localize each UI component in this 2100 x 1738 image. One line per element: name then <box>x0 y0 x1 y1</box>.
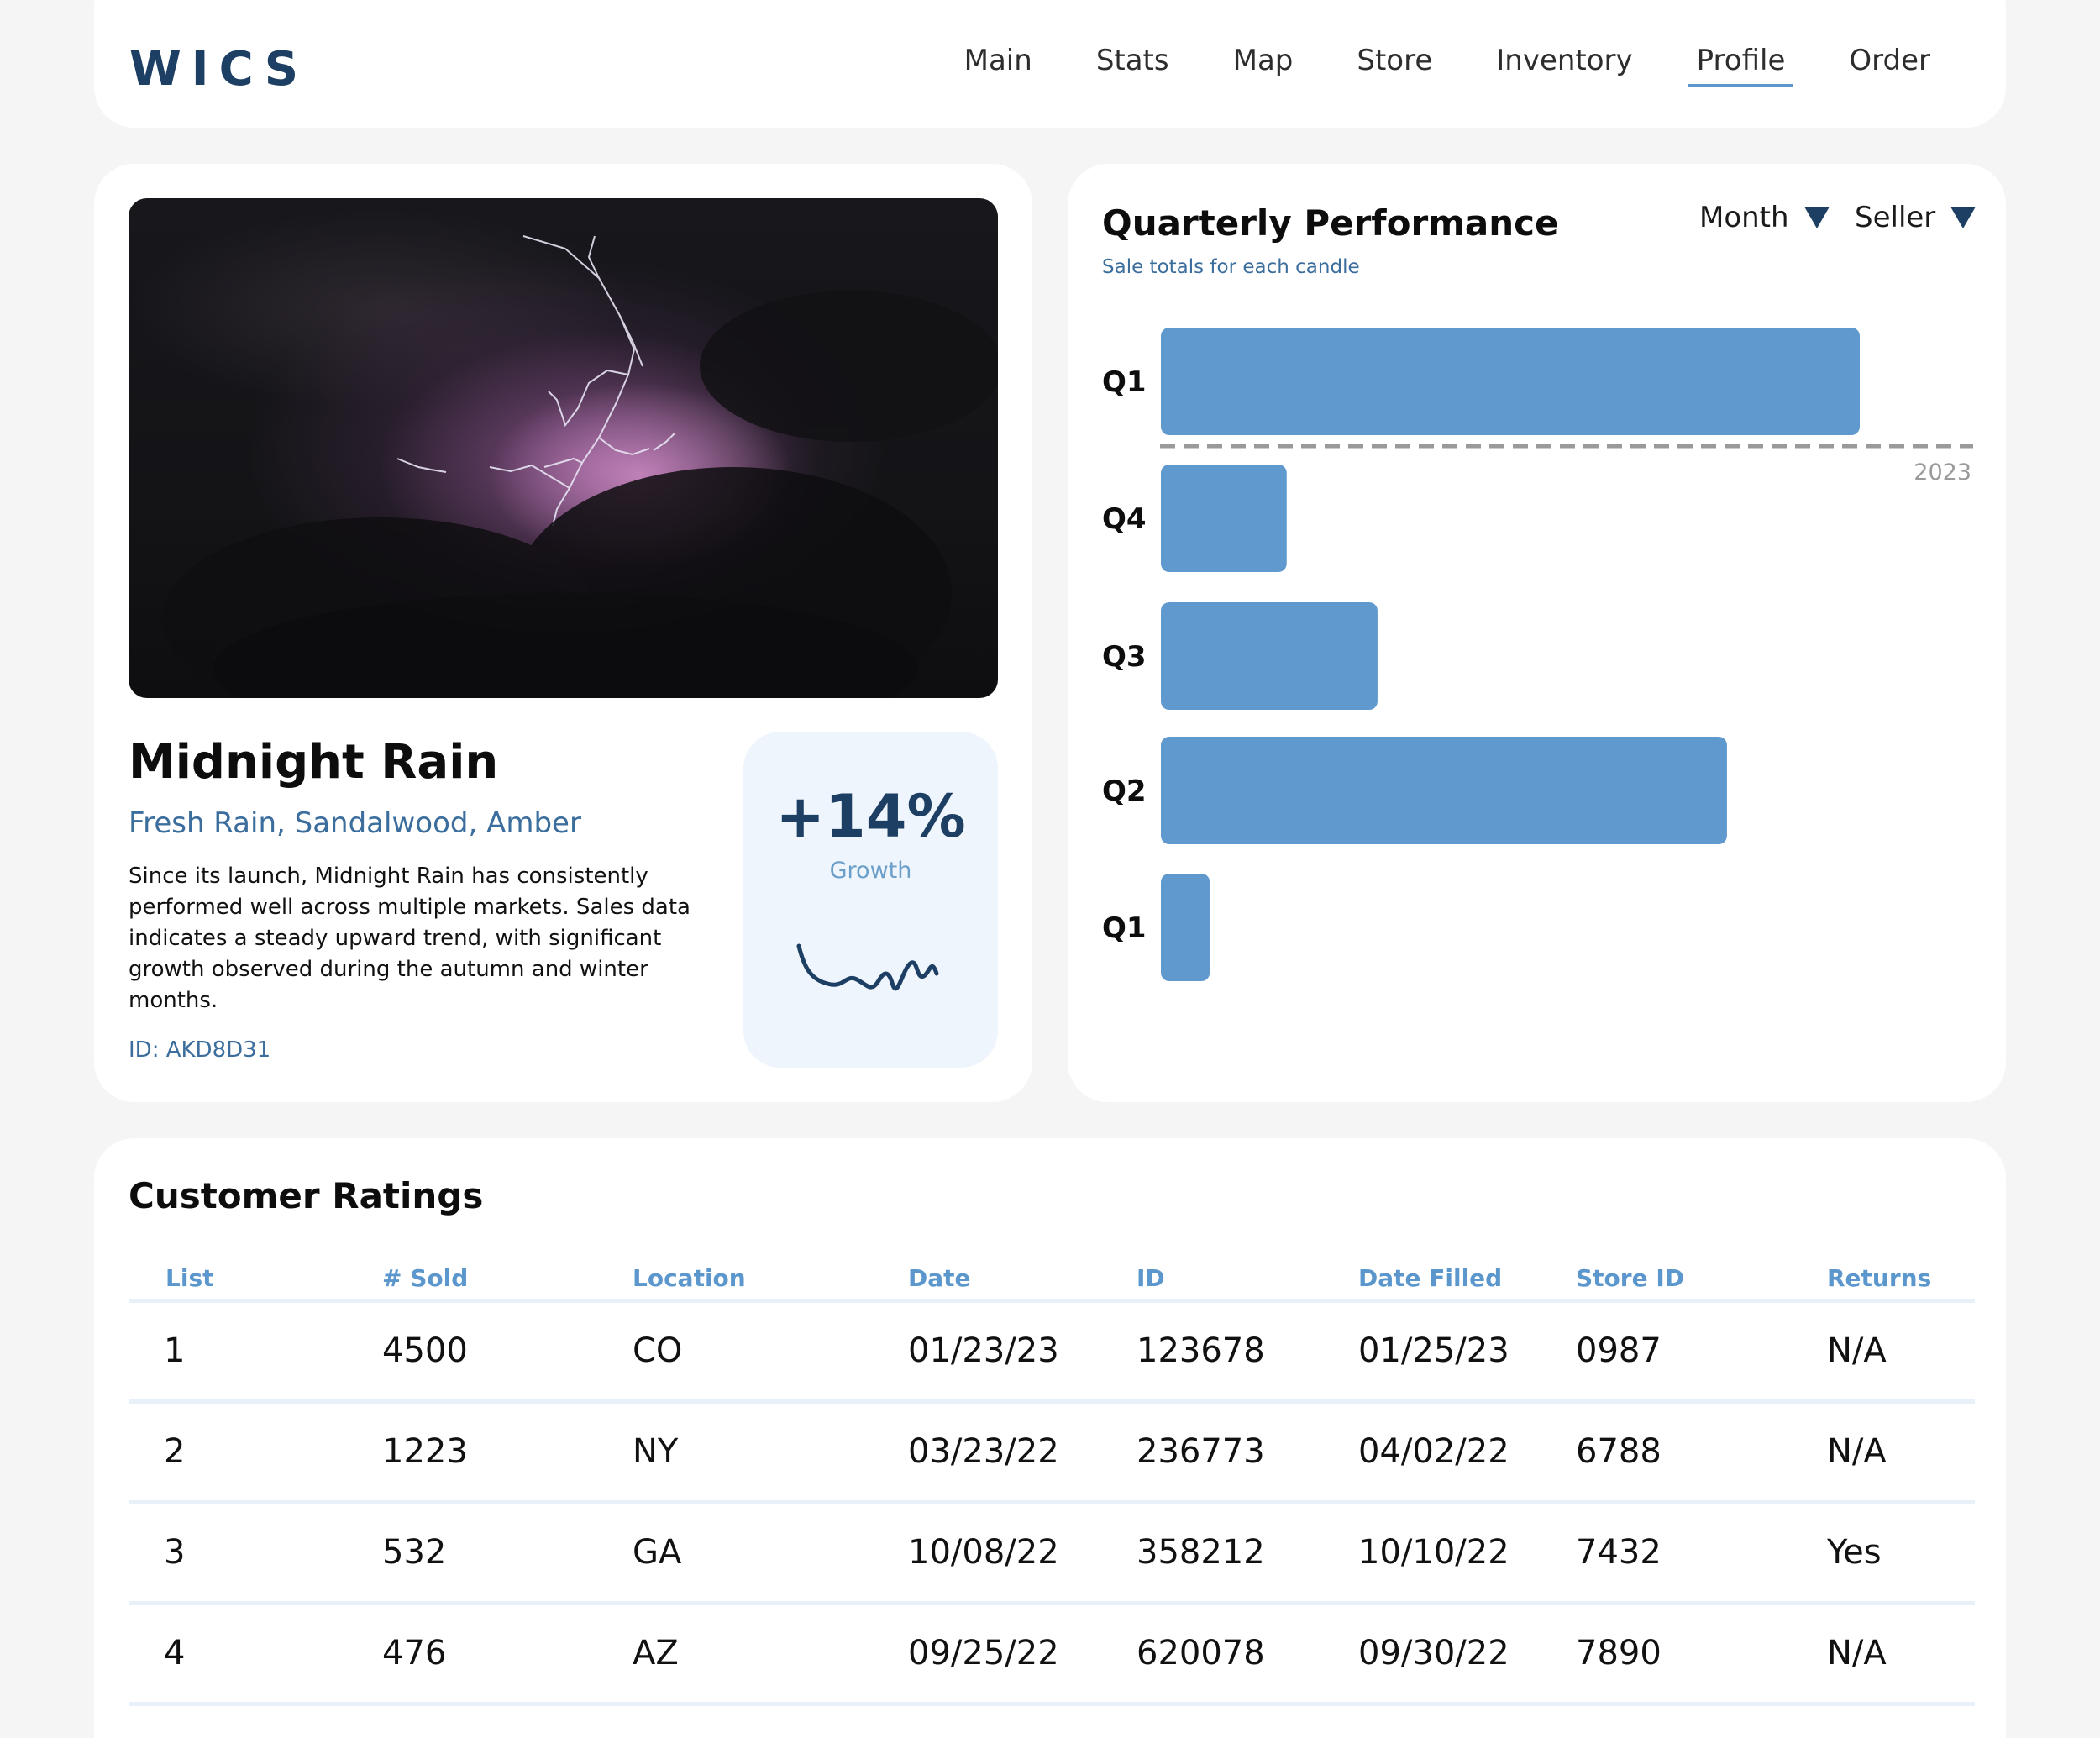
year-separator-label: 2023 <box>1914 459 1971 486</box>
cell-list: 1 <box>164 1331 186 1370</box>
nav-item-stats[interactable]: Stats <box>1095 44 1169 77</box>
cell-date-filled: 04/02/22 <box>1358 1432 1509 1471</box>
seller-filter-dropdown[interactable]: Seller <box>1855 201 1977 234</box>
column-header-date[interactable]: Date <box>908 1264 971 1292</box>
product-card: Midnight Rain Fresh Rain, Sandalwood, Am… <box>94 164 1032 1102</box>
cell-store-id: 6788 <box>1576 1432 1662 1471</box>
cell-location: AZ <box>633 1634 679 1672</box>
cell-date: 03/23/22 <box>908 1432 1059 1471</box>
customer-ratings-card: Customer Ratings List # Sold Location Da… <box>94 1138 2006 1738</box>
cell-sold: 1223 <box>382 1432 468 1471</box>
cell-date-filled: 10/10/22 <box>1358 1533 1509 1572</box>
cell-returns: N/A <box>1827 1634 1887 1672</box>
cell-sold: 532 <box>382 1533 447 1572</box>
table-row[interactable]: 4 476 AZ 09/25/22 620078 09/30/22 7890 N… <box>129 1605 1975 1706</box>
bar-chart: Q1 Q4 Q3 Q2 Q1 2023 <box>1102 328 1973 981</box>
cell-id: 358212 <box>1137 1533 1265 1572</box>
nav-item-map[interactable]: Map <box>1232 44 1294 77</box>
nav-item-profile[interactable]: Profile <box>1688 44 1794 87</box>
column-header-list[interactable]: List <box>165 1264 214 1292</box>
lightning-bolt-graphic <box>162 235 998 698</box>
bar-q4-1[interactable] <box>1161 465 1287 572</box>
cell-store-id: 0987 <box>1576 1331 1662 1370</box>
cell-date: 10/08/22 <box>908 1533 1059 1572</box>
bar-label-2: Q3 <box>1102 640 1147 674</box>
product-photo <box>129 198 998 698</box>
bar-q2-3[interactable] <box>1161 737 1727 844</box>
column-header-returns[interactable]: Returns <box>1827 1264 1932 1292</box>
table-row[interactable]: 3 532 GA 10/08/22 358212 10/10/22 7432 Y… <box>129 1504 1975 1605</box>
chart-subtitle: Sale totals for each candle <box>1102 256 1360 278</box>
cell-returns: Yes <box>1827 1533 1882 1572</box>
cell-id: 123678 <box>1137 1331 1265 1370</box>
nav-item-store[interactable]: Store <box>1357 44 1433 77</box>
cell-date: 09/25/22 <box>908 1634 1059 1672</box>
cell-store-id: 7890 <box>1576 1634 1662 1672</box>
cell-location: GA <box>633 1533 682 1572</box>
cell-list: 2 <box>164 1432 186 1471</box>
cell-id: 236773 <box>1137 1432 1265 1471</box>
cell-date-filled: 01/25/23 <box>1358 1331 1509 1370</box>
ratings-table: List # Sold Location Date ID Date Filled… <box>129 1256 1975 1706</box>
column-header-location[interactable]: Location <box>633 1264 746 1292</box>
product-id: ID: AKD8D31 <box>129 1037 271 1063</box>
bar-q3-2[interactable] <box>1161 602 1378 710</box>
dropdown-arrow-icon <box>1803 207 1830 228</box>
table-row[interactable]: 2 1223 NY 03/23/22 236773 04/02/22 6788 … <box>129 1404 1975 1504</box>
nav-item-order[interactable]: Order <box>1849 44 1930 77</box>
main-nav: Main Stats Map Store Inventory Profile O… <box>909 44 1939 87</box>
table-header: List # Sold Location Date ID Date Filled… <box>129 1256 1975 1303</box>
logo[interactable]: WICS <box>129 42 309 97</box>
cell-store-id: 7432 <box>1576 1533 1662 1572</box>
quarterly-performance-card: Q1 Q4 Q3 Q2 Q1 2023 Quarterly Performance Sal… <box>1068 164 2006 1102</box>
cell-sold: 476 <box>382 1634 447 1672</box>
column-header-sold[interactable]: # Sold <box>382 1264 469 1292</box>
cell-location: CO <box>633 1331 683 1370</box>
product-description: Since its launch, Midnight Rain has cons… <box>129 864 690 1013</box>
bar-label-1: Q4 <box>1102 502 1147 536</box>
bar-q1-0[interactable] <box>1161 328 1860 435</box>
month-filter-dropdown[interactable]: Month <box>1699 201 1830 234</box>
growth-label: Growth <box>829 858 912 884</box>
ratings-title: Customer Ratings <box>129 1175 484 1216</box>
growth-value: +14% <box>775 782 966 851</box>
cell-list: 4 <box>164 1634 186 1672</box>
cell-returns: N/A <box>1827 1432 1887 1471</box>
column-header-id[interactable]: ID <box>1137 1264 1165 1292</box>
nav-item-inventory[interactable]: Inventory <box>1496 44 1633 77</box>
cell-date-filled: 09/30/22 <box>1358 1634 1509 1672</box>
bar-label-0: Q1 <box>1102 365 1147 399</box>
table-row[interactable]: 1 4500 CO 01/23/23 123678 01/25/23 0987 … <box>129 1303 1975 1404</box>
cell-returns: N/A <box>1827 1331 1887 1370</box>
dropdown-arrow-icon <box>1950 207 1977 228</box>
chart-title: Quarterly Performance <box>1102 202 1559 244</box>
cell-sold: 4500 <box>382 1331 468 1370</box>
cell-list: 3 <box>164 1533 186 1572</box>
bar-label-3: Q2 <box>1102 774 1147 808</box>
column-header-store-id[interactable]: Store ID <box>1576 1264 1684 1292</box>
month-filter-label: Month <box>1699 201 1789 234</box>
product-title: Midnight Rain <box>129 735 499 790</box>
cell-date: 01/23/23 <box>908 1331 1059 1370</box>
cell-id: 620078 <box>1137 1634 1265 1672</box>
product-scent-notes: Fresh Rain, Sandalwood, Amber <box>129 806 581 840</box>
growth-stat-card: +14% Growth <box>743 732 998 1068</box>
bar-q1-4[interactable] <box>1161 874 1210 981</box>
column-header-date-filled[interactable]: Date Filled <box>1358 1264 1503 1292</box>
bar-label-4: Q1 <box>1102 911 1147 945</box>
top-nav-bar: WICS Main Stats Map Store Inventory Prof… <box>94 0 2006 128</box>
seller-filter-label: Seller <box>1855 201 1936 234</box>
cell-location: NY <box>633 1432 679 1471</box>
growth-sparkline <box>796 943 939 991</box>
nav-item-main[interactable]: Main <box>963 44 1032 77</box>
